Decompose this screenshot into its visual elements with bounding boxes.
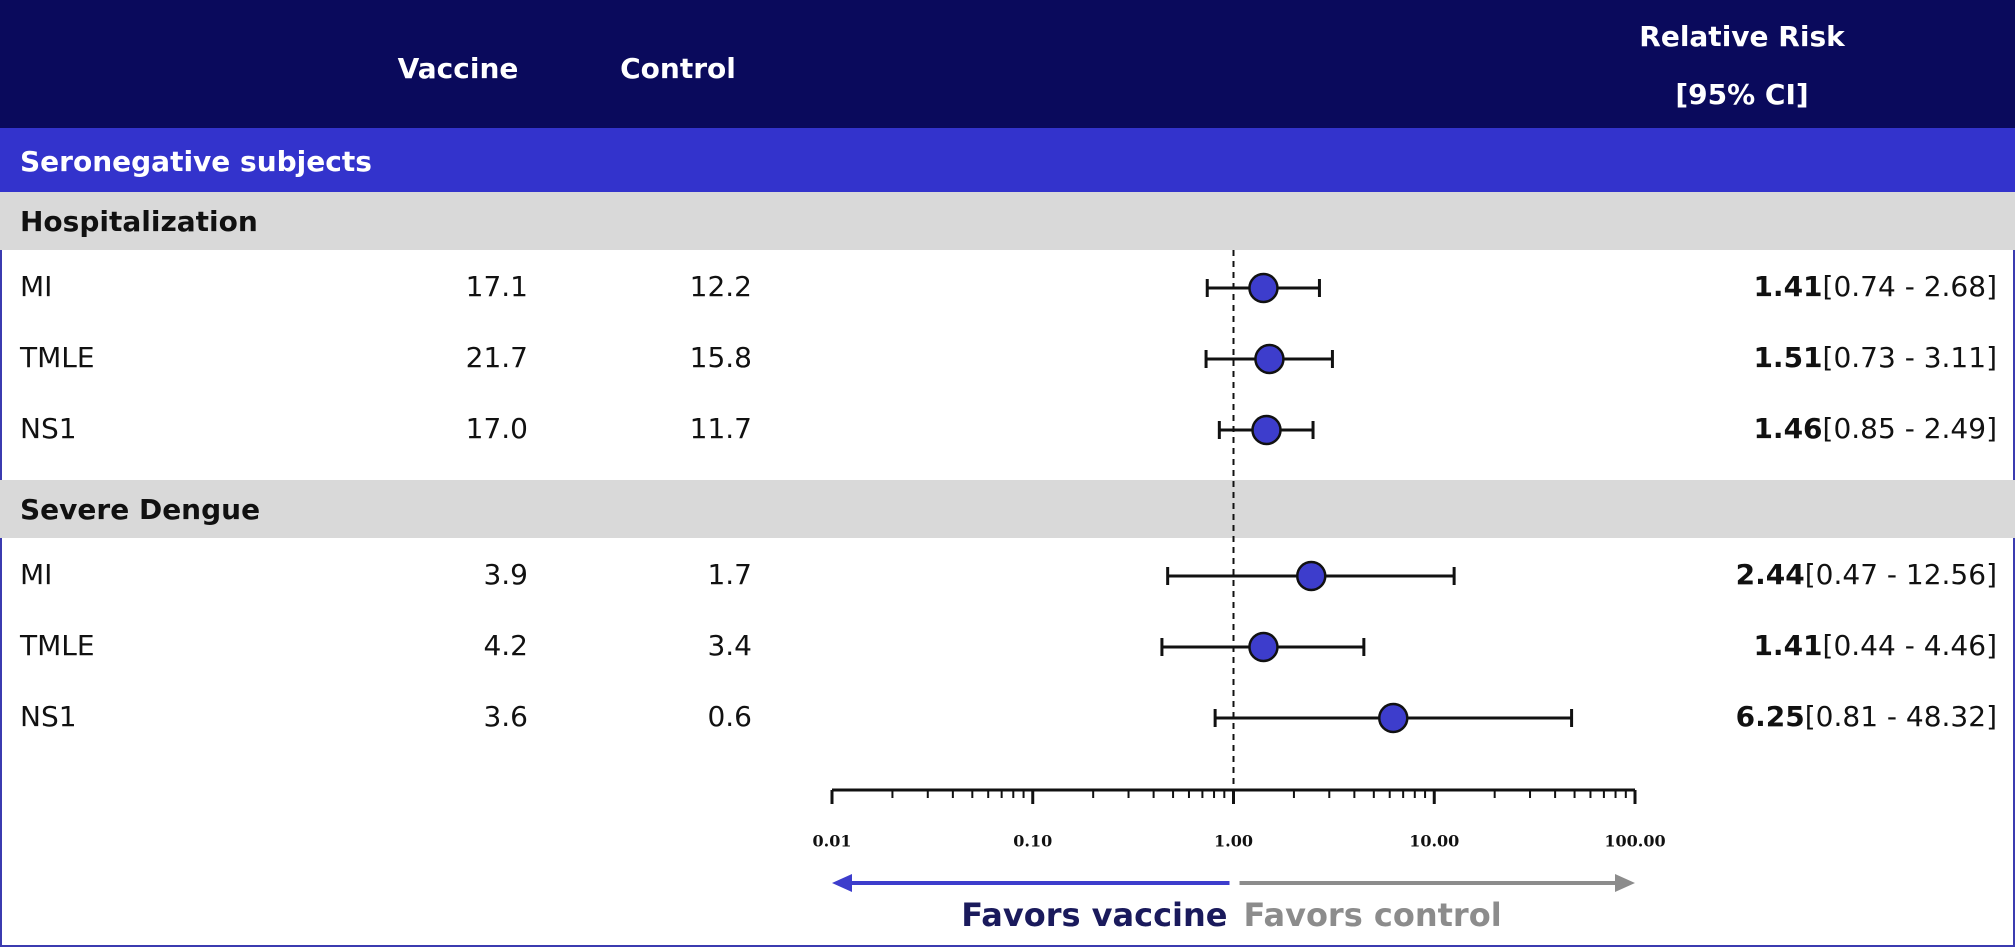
control-value: 15.8 [690,341,752,374]
x-tick-label: 0.01 [813,832,852,851]
ci-value: [0.73 - 3.11] [1823,341,1997,374]
rr-text: 2.44[0.47 - 12.56] [1736,558,1997,591]
rr-value: 1.41 [1753,629,1822,662]
rr-point [1251,414,1282,446]
rr-point [1254,343,1285,375]
control-value: 0.6 [707,700,752,733]
vaccine-header: Vaccine [398,52,519,85]
row-label: NS1 [20,412,77,445]
header-band [0,0,2015,128]
rr-text: 1.41[0.44 - 4.46] [1753,629,1997,662]
favors-right-label: Favors control [1244,896,1502,934]
ci-value: [0.44 - 4.46] [1823,629,1997,662]
rr-value: 1.41 [1753,270,1822,303]
rr-text: 1.41[0.74 - 2.68] [1753,270,1997,303]
vaccine-value: 21.7 [466,341,528,374]
ci-value: [0.47 - 12.56] [1805,558,1997,591]
rr-value: 2.44 [1736,558,1805,591]
favors-right-head [1615,874,1635,892]
row-label: MI [20,270,52,303]
vaccine-value: 3.6 [483,700,528,733]
ci-header: [95% CI] [1675,78,1808,111]
x-tick-label: 10.00 [1409,832,1459,851]
rr-text: 1.51[0.73 - 3.11] [1753,341,1997,374]
control-header: Control [620,52,736,85]
vaccine-value: 17.1 [466,270,528,303]
rr-value: 1.46 [1753,412,1822,445]
x-tick-label: 100.00 [1604,832,1665,851]
group-band [0,192,2015,250]
section-band [0,128,2015,192]
rr-text: 1.46[0.85 - 2.49] [1753,412,1997,445]
rr-point [1296,560,1327,592]
control-value: 12.2 [690,270,752,303]
vaccine-value: 17.0 [466,412,528,445]
control-value: 1.7 [707,558,752,591]
rr-point [1378,702,1409,734]
rr-value: 1.51 [1753,341,1822,374]
group-band [0,480,2015,538]
row-label: TMLE [19,341,95,374]
favors-left-head [832,874,852,892]
ci-value: [0.81 - 48.32] [1805,700,1997,733]
vaccine-value: 3.9 [483,558,528,591]
group-label: Hospitalization [20,205,258,238]
rr-value: 6.25 [1736,700,1805,733]
section-label: Seronegative subjects [20,145,372,178]
row-label: NS1 [20,700,77,733]
control-value: 11.7 [690,412,752,445]
x-tick-label: 0.10 [1013,832,1052,851]
x-tick-label: 1.00 [1214,832,1253,851]
group-label: Severe Dengue [20,493,260,526]
control-value: 3.4 [707,629,752,662]
rr-header: Relative Risk [1639,20,1846,53]
favors-left-label: Favors vaccine [961,896,1227,934]
vaccine-value: 4.2 [483,629,528,662]
ci-value: [0.85 - 2.49] [1823,412,1997,445]
rr-text: 6.25[0.81 - 48.32] [1736,700,1997,733]
row-label: MI [20,558,52,591]
ci-value: [0.74 - 2.68] [1823,270,1997,303]
rr-point [1248,272,1279,304]
row-label: TMLE [19,629,95,662]
rr-point [1248,631,1279,663]
